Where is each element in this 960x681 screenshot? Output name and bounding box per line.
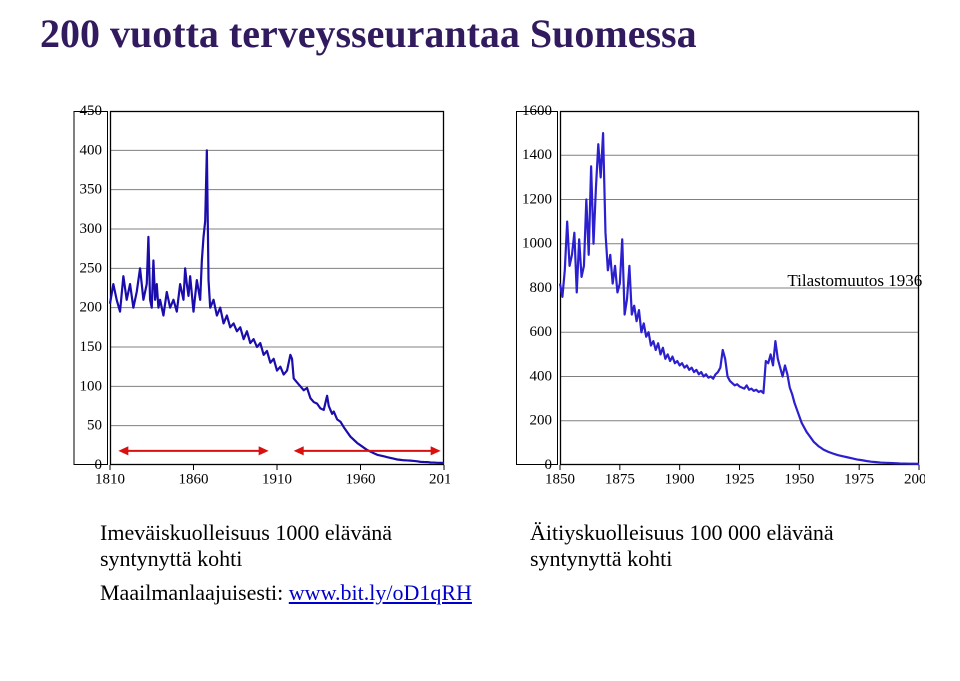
left-caption-line1: Imeväiskuolleisuus 1000 elävänä xyxy=(100,520,392,545)
left-caption-line2: syntynyttä kohti xyxy=(100,546,242,571)
worldwide-label: Maailmanlaajuisesti: xyxy=(100,580,289,605)
right-caption-line1: Äitiyskuolleisuus 100 000 elävänä xyxy=(530,520,834,545)
right-caption-line2: syntynyttä kohti xyxy=(530,546,672,571)
captions-row: Imeväiskuolleisuus 1000 elävänä syntynyt… xyxy=(100,520,910,606)
slide-title: 200 vuotta terveysseurantaa Suomessa xyxy=(40,10,940,57)
worldwide-link[interactable]: www.bit.ly/oD1qRH xyxy=(289,580,472,605)
left-caption: Imeväiskuolleisuus 1000 elävänä syntynyt… xyxy=(100,520,520,606)
maternal-mortality-chart xyxy=(505,105,925,495)
right-caption: Äitiyskuolleisuus 100 000 elävänä syntyn… xyxy=(530,520,910,606)
infant-mortality-chart xyxy=(55,105,450,495)
